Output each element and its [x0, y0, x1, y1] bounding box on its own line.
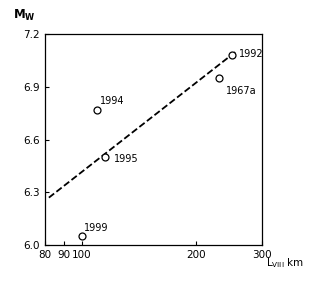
Text: 1967a: 1967a	[226, 86, 256, 96]
Text: 1995: 1995	[114, 154, 139, 164]
Text: 1994: 1994	[100, 96, 124, 106]
Text: M$_\mathregular{W}$: M$_\mathregular{W}$	[13, 8, 36, 23]
Text: 1992: 1992	[239, 49, 264, 59]
Text: 1999: 1999	[84, 223, 109, 233]
Text: L$_\mathregular{VIII}$ km: L$_\mathregular{VIII}$ km	[266, 256, 304, 270]
